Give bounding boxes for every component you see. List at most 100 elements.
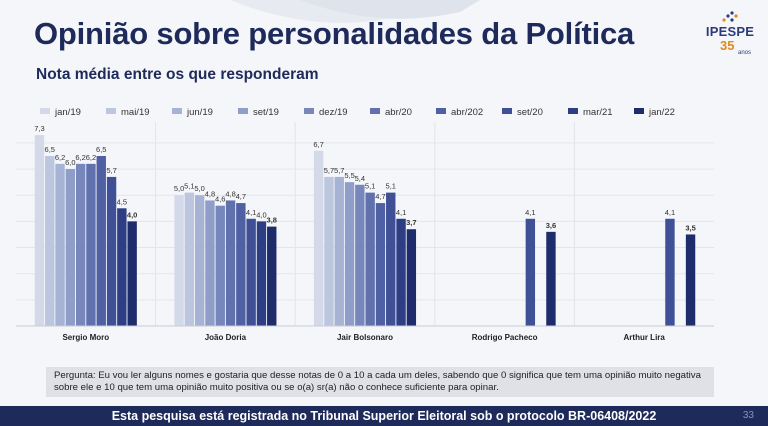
- legend-swatch: [40, 108, 50, 114]
- bar: [205, 200, 215, 326]
- data-label: 6,0: [65, 158, 75, 167]
- data-label: 6,5: [96, 145, 106, 154]
- page-subtitle: Nota média entre os que responderam: [36, 66, 319, 83]
- logo-dots-icon: [722, 11, 738, 22]
- category-label: João Doria: [205, 333, 247, 342]
- logo-years-label: anos: [738, 50, 752, 56]
- bar: [525, 218, 536, 326]
- bar: [117, 208, 127, 326]
- bar: [267, 226, 277, 326]
- bar: [184, 192, 195, 326]
- legend-label: jan/19: [55, 107, 81, 118]
- data-label: 4,1: [665, 208, 675, 217]
- category-label: Jair Bolsonaro: [337, 333, 393, 342]
- bar: [86, 163, 96, 326]
- data-label: 5,1: [386, 182, 396, 191]
- data-label: 5,1: [184, 182, 194, 191]
- data-label: 4,7: [375, 192, 385, 201]
- legend-swatch: [238, 108, 248, 114]
- bar: [344, 182, 355, 326]
- data-label: 5,4: [355, 174, 365, 183]
- legend-item: abr/202: [436, 106, 483, 120]
- bar: [236, 203, 246, 326]
- bar: [324, 176, 334, 326]
- legend-item: abr/20: [370, 106, 412, 120]
- question-note: Pergunta: Eu vou ler alguns nomes e gost…: [46, 367, 714, 397]
- bar: [334, 176, 344, 326]
- legend-label: set/19: [253, 107, 279, 118]
- data-label: 4,8: [225, 189, 235, 198]
- bar: [396, 218, 406, 326]
- page-title: Opinião sobre personalidades da Política: [34, 16, 635, 51]
- bar: [365, 192, 375, 326]
- category-label: Arthur Lira: [624, 333, 666, 342]
- bar: [355, 184, 365, 326]
- legend-swatch: [634, 108, 644, 114]
- data-label: 4,1: [396, 208, 406, 217]
- data-label: 5,1: [365, 182, 375, 191]
- bar: [174, 195, 184, 326]
- bar: [106, 176, 117, 326]
- bar: [45, 156, 55, 326]
- category-label: Rodrigo Pacheco: [472, 333, 538, 342]
- legend-item: dez/19: [304, 106, 348, 120]
- data-label: 3,7: [406, 218, 416, 227]
- bar: [34, 135, 45, 326]
- bar: [225, 200, 236, 326]
- bar: [65, 169, 76, 326]
- bar: [313, 150, 324, 326]
- category-label: Sergio Moro: [62, 333, 109, 342]
- data-label: 4,0: [127, 210, 137, 219]
- bar: [215, 205, 225, 326]
- bar: [256, 221, 267, 326]
- bar: [375, 203, 386, 326]
- legend-label: abr/20: [385, 107, 412, 118]
- legend-item: set/19: [238, 106, 279, 120]
- legend-label: jan/22: [649, 107, 675, 118]
- legend-swatch: [304, 108, 314, 114]
- page-number: 33: [742, 410, 754, 421]
- legend-swatch: [106, 108, 116, 114]
- data-label: 6,7: [313, 140, 323, 149]
- bar: [685, 234, 696, 326]
- data-label: 4,1: [525, 208, 535, 217]
- chart-area: 7,3 6,5 6,2 6,0 6,2 6,2 6,5 5,7 4,5 4,0 Sergio Mor…: [14, 120, 718, 346]
- data-label: 7,3: [34, 124, 44, 133]
- data-label: 5,7: [334, 166, 344, 175]
- data-label: 5,0: [174, 184, 184, 193]
- bar: [246, 218, 256, 326]
- bar: [386, 192, 396, 326]
- legend-item: jan/19: [40, 106, 81, 120]
- bar: [75, 163, 86, 326]
- logo-brand: IPESPE: [705, 24, 755, 39]
- bar: [194, 195, 205, 326]
- legend-label: mar/21: [583, 107, 613, 118]
- data-label: 6,5: [45, 145, 55, 154]
- bar: [546, 231, 556, 326]
- legend-swatch: [568, 108, 578, 114]
- data-label: 4,7: [236, 192, 246, 201]
- legend-label: abr/202: [451, 107, 484, 118]
- legend-label: set/20: [517, 107, 543, 118]
- data-label: 6,2: [86, 153, 96, 162]
- bar: [127, 221, 137, 326]
- data-label: 5,7: [106, 166, 116, 175]
- bar: [406, 229, 417, 326]
- footer-bar: Esta pesquisa está registrada no Tribuna…: [0, 406, 768, 426]
- ipespe-logo: IPESPE 35 anos: [702, 8, 758, 60]
- footer-text: Esta pesquisa está registrada no Tribuna…: [111, 409, 657, 423]
- data-label: 4,6: [215, 195, 225, 204]
- data-label: 5,0: [194, 184, 204, 193]
- bar: [665, 218, 675, 326]
- data-label: 4,5: [117, 197, 127, 206]
- data-label: 4,1: [246, 208, 256, 217]
- legend-item: mai/19: [106, 106, 150, 120]
- legend-item: jan/22: [634, 106, 675, 120]
- legend-swatch: [172, 108, 182, 114]
- legend-item: mar/21: [568, 106, 613, 120]
- legend-swatch: [502, 108, 512, 114]
- legend-label: mai/19: [121, 107, 150, 118]
- legend-item: jun/19: [172, 106, 213, 120]
- data-label: 4,8: [205, 189, 215, 198]
- data-label: 4,0: [256, 210, 266, 219]
